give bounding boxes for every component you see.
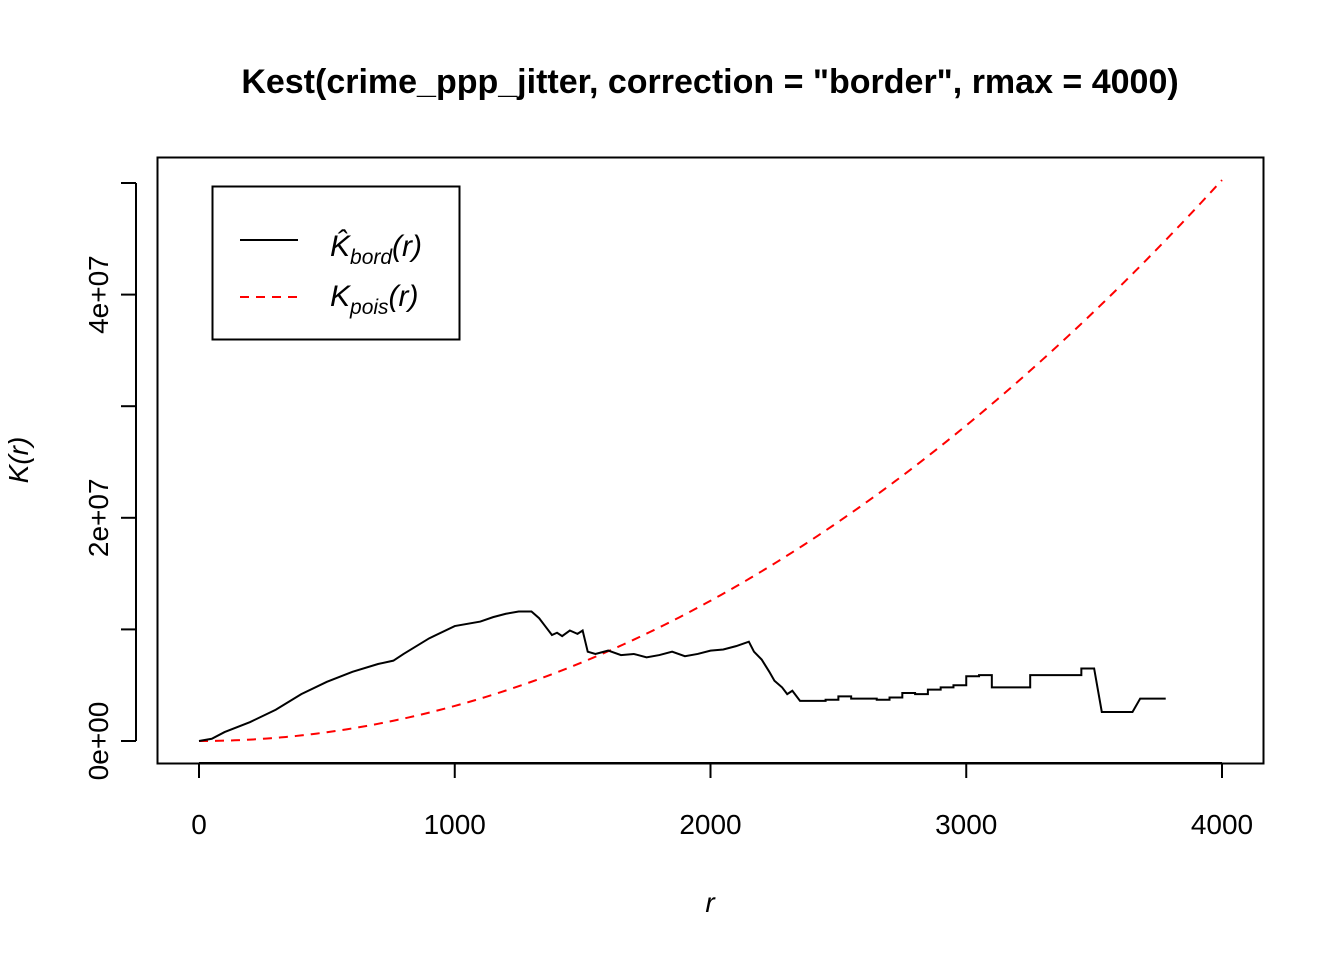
- legend-label-kpois: Kpois(r): [330, 280, 419, 319]
- legend-kpois-main: K: [330, 280, 352, 313]
- x-tick-label: 0: [191, 809, 207, 840]
- series-line-kpois: [198, 179, 1223, 742]
- x-tick-label: 2000: [679, 809, 741, 840]
- series-layer: [198, 179, 1223, 742]
- legend-box: [211, 185, 461, 341]
- legend-kbord-main: K̂: [330, 230, 352, 263]
- legend-kbord-sub: bord: [350, 246, 393, 269]
- y-tick-label: 4e+07: [83, 255, 114, 334]
- y-tick-label: 2e+07: [83, 478, 114, 557]
- legend-kbord-tail: (r): [392, 230, 422, 263]
- y-axis-label: K(r): [3, 437, 34, 484]
- y-tick-label: 0e+00: [83, 702, 114, 781]
- legend-kpois-tail: (r): [389, 280, 419, 313]
- x-tick-label: 1000: [424, 809, 486, 840]
- legend: K̂bord(r) Kpois(r): [211, 185, 461, 341]
- legend-label-kbord: K̂bord(r): [330, 230, 422, 269]
- x-tick-label: 3000: [935, 809, 997, 840]
- chart-title: Kest(crime_ppp_jitter, correction = "bor…: [241, 63, 1178, 101]
- x-tick-label: 4000: [1191, 809, 1253, 840]
- series-line-kbord: [198, 610, 1166, 742]
- y-axis: 0e+00 2e+07 4e+07: [83, 182, 137, 781]
- x-axis-label: r: [705, 887, 716, 918]
- x-axis: 0 1000 2000 3000 4000: [191, 762, 1253, 840]
- legend-kpois-sub: pois: [349, 296, 389, 319]
